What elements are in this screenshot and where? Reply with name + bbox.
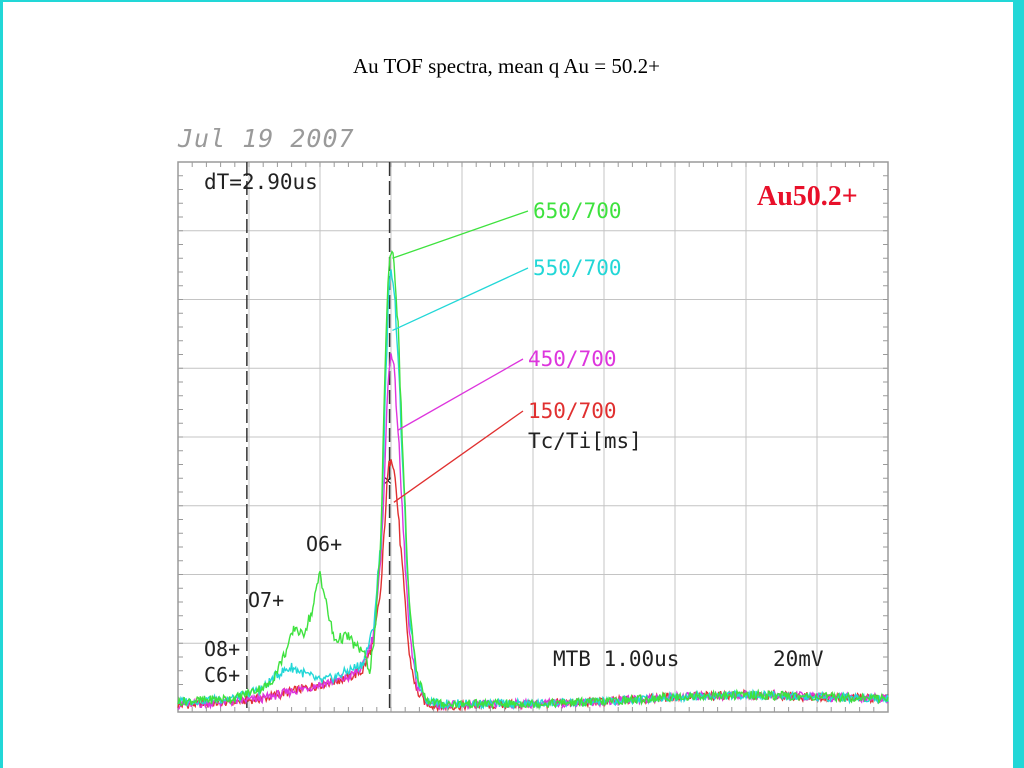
series-layer: [177, 250, 889, 713]
legend-title: Tc/Ti[ms]: [528, 429, 642, 453]
grid: [177, 161, 889, 713]
right-frame-border: [1013, 0, 1024, 768]
series-label: 150/700: [528, 399, 617, 423]
peak-label: O8+: [204, 637, 240, 661]
volts-per-div-label: 20mV: [773, 647, 824, 671]
callout-layer: 650/700 550/700 450/700 150/700: [392, 199, 622, 503]
peak-label: O6+: [306, 532, 342, 556]
series-line-650-700: [177, 250, 889, 711]
top-frame-border: [0, 0, 1024, 2]
callout-line: [392, 267, 529, 332]
page-title: Au TOF spectra, mean q Au = 50.2+: [353, 54, 660, 78]
callout-line: [393, 410, 524, 503]
charge-label: Au50.2+: [757, 181, 858, 212]
series-label: 450/700: [528, 347, 617, 371]
dt-readout: dT=2.90us: [204, 170, 318, 194]
callout-line: [397, 358, 524, 431]
callout-line: [392, 210, 529, 259]
series-label: 650/700: [533, 199, 622, 223]
timebase-label: MTB 1.00us: [553, 647, 679, 671]
left-frame-border: [0, 0, 3, 768]
date-stamp: Jul 19 2007: [178, 124, 355, 153]
peak-label: O7+: [248, 588, 284, 612]
series-label: 550/700: [533, 256, 622, 280]
label-layer: dT=2.90us Au50.2+ Tc/Ti[ms] MTB 1.00us 2…: [204, 170, 858, 687]
peak-label: C6+: [204, 663, 240, 687]
